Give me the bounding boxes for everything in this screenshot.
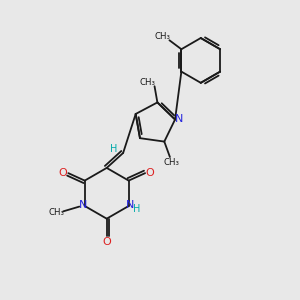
Text: H: H	[134, 204, 141, 214]
Text: CH₃: CH₃	[49, 208, 65, 217]
Text: CH₃: CH₃	[140, 78, 156, 87]
Text: CH₃: CH₃	[164, 158, 179, 166]
Text: O: O	[59, 167, 68, 178]
Text: H: H	[110, 144, 118, 154]
Text: O: O	[146, 167, 154, 178]
Text: N: N	[126, 200, 135, 210]
Text: N: N	[175, 114, 183, 124]
Text: O: O	[102, 237, 111, 247]
Text: CH₃: CH₃	[155, 32, 171, 41]
Text: N: N	[79, 200, 87, 210]
